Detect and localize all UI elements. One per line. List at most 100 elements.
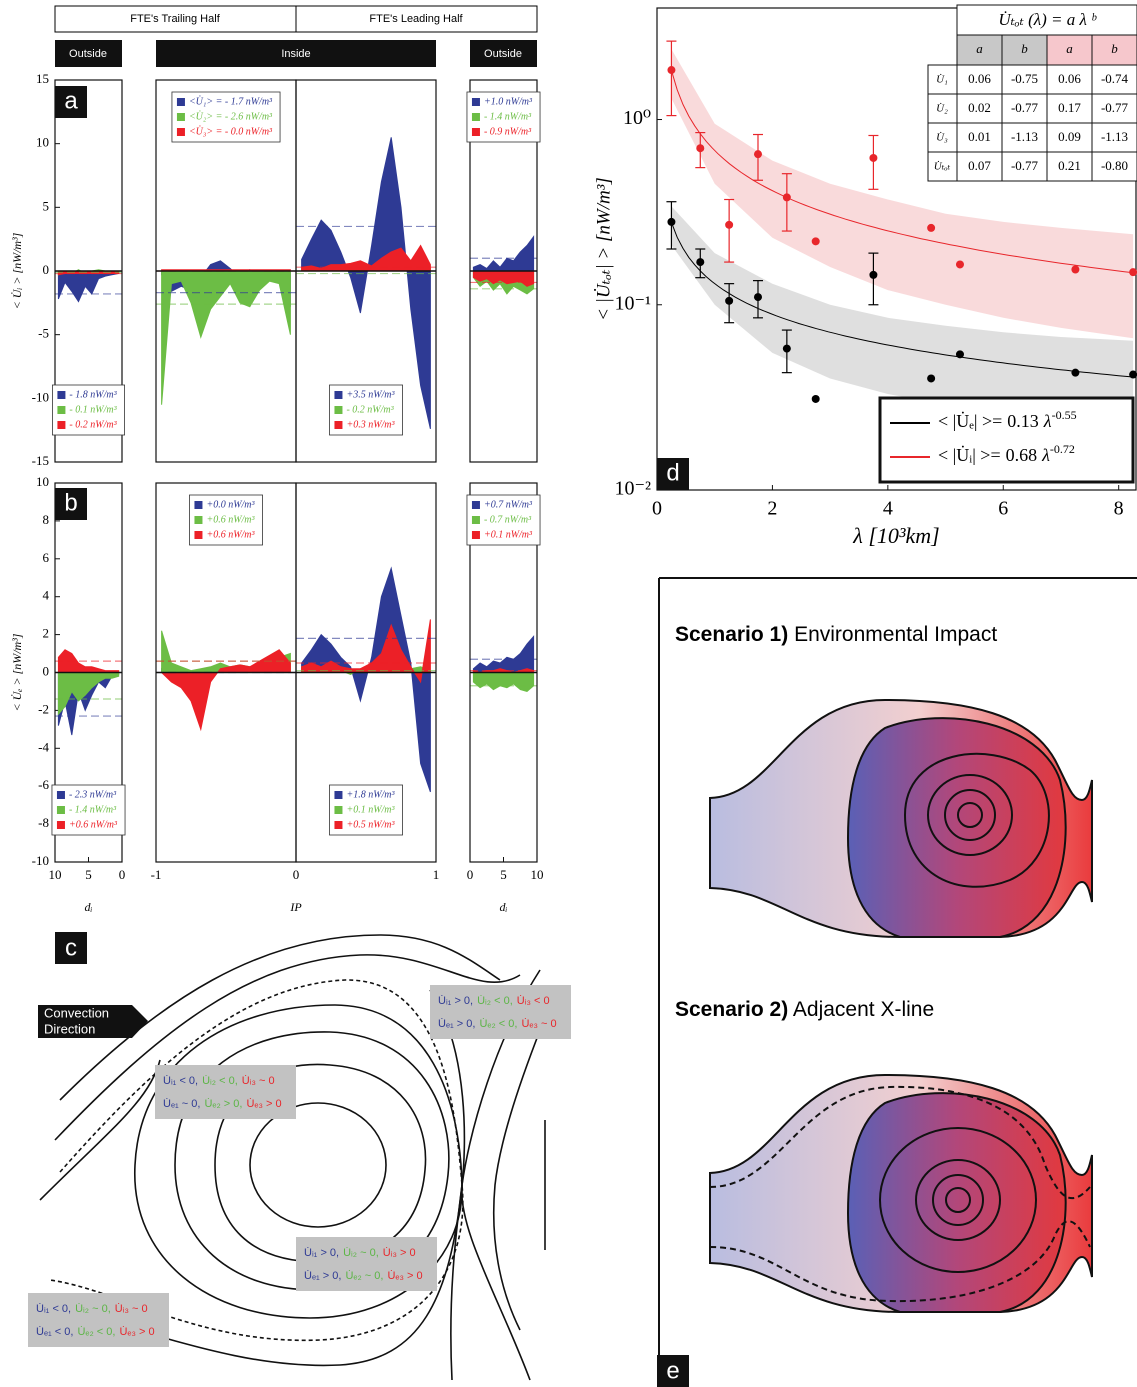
condition: U̇ᵢ₁ < 0, <box>36 1302 71 1315</box>
legend-swatch <box>472 128 480 136</box>
header: FTE's Trailing Half FTE's Leading Half O… <box>55 6 537 67</box>
fte-shape <box>710 1075 1092 1312</box>
legend-swatch <box>57 391 65 399</box>
panel-letter: d <box>666 459 679 486</box>
table-title: U̇ₜₒₜ (λ) = a λ ᵇ <box>998 10 1097 29</box>
condition: U̇ₑ₃ > 0 <box>387 1269 422 1282</box>
fit-b: -0.72 <box>1050 442 1075 456</box>
region-label: Outside <box>69 48 107 60</box>
x-tick-label: 5 <box>85 867 92 882</box>
condition: U̇ᵢ₂ ~ 0, <box>343 1246 379 1259</box>
legend-swatch <box>177 113 185 121</box>
legend: +1.0 nW/m³- 1.4 nW/m³- 0.9 nW/m³ <box>467 92 540 142</box>
legend-label: <U̇₂> = - 2.6 nW/m³ <box>189 111 273 123</box>
fit-prefix: < |U̇ₑ| >= <box>938 410 1002 431</box>
x-tick-label: 1 <box>433 867 440 882</box>
legend-swatch <box>472 98 480 106</box>
y-axis-label: < U̇ₑ > [nW/m³] <box>10 633 24 711</box>
condition: U̇ᵢ₂ < 0, <box>477 994 513 1007</box>
table-value: 0.06 <box>968 71 991 86</box>
y-tick-label: 8 <box>43 512 50 527</box>
condition: U̇ᵢ₁ > 0, <box>438 994 473 1007</box>
half-label: FTE's Leading Half <box>369 13 463 25</box>
x-tick-label: 5 <box>500 867 507 882</box>
legend: +3.5 nW/m³- 0.2 nW/m³+0.3 nW/m³ <box>329 385 402 435</box>
row-label: U̇₃ <box>936 132 948 144</box>
condition: U̇ᵢ₃ ~ 0 <box>115 1302 148 1315</box>
chart: <U̇₁> = - 1.7 nW/m³<U̇₂> = - 2.6 nW/m³<U… <box>156 80 296 462</box>
condition-box: U̇ᵢ₁ > 0, U̇ᵢ₂ ~ 0, U̇ᵢ₃ > 0 U̇ₑ₁ > 0, U̇ₑ₂ … <box>296 1237 437 1291</box>
condition-box: U̇ᵢ₁ > 0, U̇ᵢ₂ < 0, U̇ᵢ₃ < 0 U̇ₑ₁ > 0,U̇ₑ₂ … <box>430 985 571 1039</box>
y-axis-label: < |U̇ₜₒₜ| > [nW/m³] <box>592 177 614 321</box>
legend-label: +0.7 nW/m³ <box>484 499 533 510</box>
arrow-label: Direction <box>44 1021 95 1036</box>
legend: - 2.3 nW/m³- 1.4 nW/m³+0.6 nW/m³ <box>52 785 125 835</box>
box-bg <box>430 985 571 1039</box>
legend-swatch <box>177 128 185 136</box>
fit-a: 0.68 <box>1006 445 1038 465</box>
column-header: b <box>1021 41 1028 56</box>
legend-label: - 0.2 nW/m³ <box>69 419 117 430</box>
table-value: -0.75 <box>1011 71 1038 86</box>
legend-label: +3.5 nW/m³ <box>346 389 395 400</box>
y-tick-label: -6 <box>38 777 49 792</box>
half-label: FTE's Trailing Half <box>130 13 220 25</box>
condition-row: U̇ᵢ₁ > 0, U̇ᵢ₂ ~ 0, U̇ᵢ₃ > 0 <box>304 1246 416 1259</box>
fit-mid: λ <box>1043 411 1052 431</box>
condition: U̇ₑ₁ > 0, <box>304 1269 341 1282</box>
point <box>1071 369 1079 377</box>
point <box>869 271 877 279</box>
condition: U̇ᵢ₁ > 0, <box>304 1246 339 1259</box>
condition-row: U̇ₑ₁ ~ 0,U̇ₑ₂ > 0,U̇ₑ₃ > 0 <box>163 1097 282 1110</box>
arrow-label: Convection <box>44 1005 109 1020</box>
box-bg <box>28 1293 169 1347</box>
point <box>927 224 935 232</box>
area <box>162 650 291 730</box>
y-tick-label: 0 <box>43 663 50 678</box>
legend-label: <U̇₃> = - 0.0 nW/m³ <box>189 126 273 138</box>
y-tick-label: -8 <box>38 815 49 830</box>
condition: U̇ᵢ₃ > 0 <box>383 1246 416 1259</box>
point <box>754 293 762 301</box>
point <box>1071 266 1079 274</box>
field-line <box>40 1060 160 1200</box>
legend-label: +1.0 nW/m³ <box>484 96 533 107</box>
condition: U̇ₑ₁ ~ 0, <box>163 1097 200 1110</box>
chart: -10-8-6-4-202468101050dᵢ< U̇ₑ > [nW/m³]-… <box>10 474 126 914</box>
scenario-title: Scenario 1) Environmental Impact <box>675 623 997 646</box>
condition-row: U̇ᵢ₁ < 0,U̇ᵢ₂ ~ 0,U̇ᵢ₃ ~ 0 <box>36 1302 148 1315</box>
figure: FTE's Trailing Half FTE's Leading Half O… <box>0 0 1137 1387</box>
y-tick-label: 10 <box>36 135 49 150</box>
y-tick-label: -5 <box>38 326 49 341</box>
x-tick-label: -1 <box>151 867 162 882</box>
fit-mid: λ <box>1041 445 1050 465</box>
legend-swatch <box>472 501 480 509</box>
chart: 10⁻²10⁻¹10⁰02468λ [10³km]< |U̇ₜₒₜ| > [nW… <box>592 5 1137 548</box>
legend-swatch <box>472 516 480 524</box>
legend-swatch <box>334 406 342 414</box>
legend: +0.0 nW/m³+0.6 nW/m³+0.6 nW/m³ <box>189 495 262 545</box>
condition: U̇ₑ₂ ~ 0, <box>345 1269 383 1282</box>
point <box>754 150 762 158</box>
y-tick-label: 15 <box>36 71 49 86</box>
row-label: U̇ₜₒₜ <box>934 161 951 173</box>
table-value: 0.01 <box>968 129 991 144</box>
chart: +3.5 nW/m³- 0.2 nW/m³+0.3 nW/m³ <box>296 80 436 462</box>
legend-swatch <box>177 98 185 106</box>
point <box>696 258 704 266</box>
y-tick-label: 10⁰ <box>623 107 651 129</box>
condition-row: U̇ₑ₁ > 0,U̇ₑ₂ < 0,U̇ₑ₃ ~ 0 <box>438 1017 557 1030</box>
x-tick-label: 8 <box>1114 498 1124 520</box>
point <box>869 154 877 162</box>
point <box>696 144 704 152</box>
fit-prefix: < |U̇ᵢ| >= <box>938 444 1001 465</box>
legend-label: - 0.2 nW/m³ <box>346 404 394 415</box>
condition-box: U̇ᵢ₁ < 0,U̇ᵢ₂ < 0,U̇ᵢ₃ ~ 0U̇ₑ₁ ~ 0,U̇ₑ₂ … <box>155 1065 296 1119</box>
table-value: -0.74 <box>1101 71 1129 86</box>
legend-swatch <box>194 531 202 539</box>
y-tick-label: 6 <box>43 550 50 565</box>
fit-a: 0.13 <box>1007 411 1039 431</box>
panel-letter: b <box>64 489 77 516</box>
condition: U̇ᵢ₃ < 0 <box>517 994 550 1007</box>
